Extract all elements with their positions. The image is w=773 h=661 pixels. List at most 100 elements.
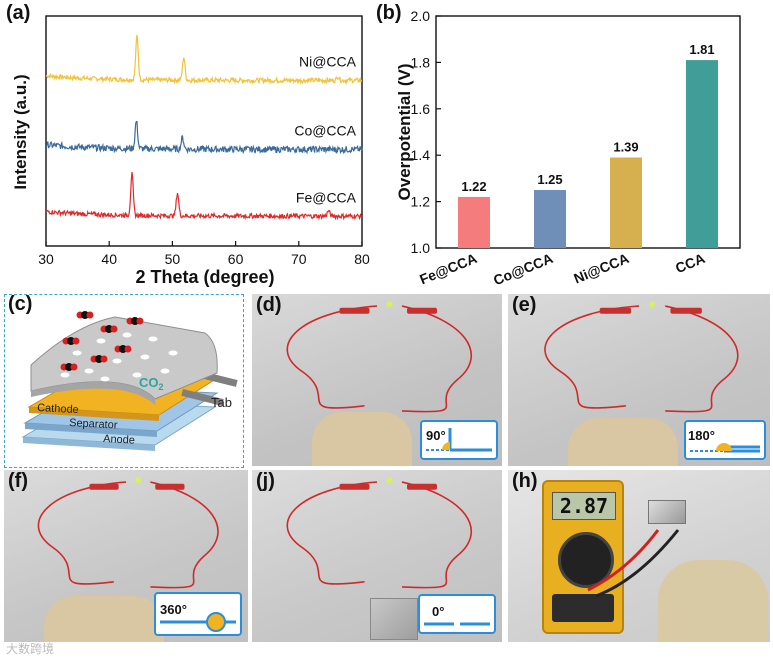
y-tick-label: 1.6 <box>411 101 431 117</box>
panel-label-c: (c) <box>8 293 33 315</box>
category-label: Co@CCA <box>491 250 555 288</box>
led-light <box>386 477 393 484</box>
photo-h: 2.87 (h) <box>508 470 770 642</box>
pore <box>112 358 122 364</box>
alligator-clip <box>89 483 119 490</box>
bend-angle-badge: 90° <box>420 420 498 460</box>
probe-leads <box>587 529 680 598</box>
hand <box>568 418 678 466</box>
x-tick-label: 80 <box>354 251 370 267</box>
xrd-series-co-cca <box>45 120 363 155</box>
separator-label: Separator <box>69 417 118 432</box>
plot-frame <box>435 15 741 249</box>
alligator-clip <box>407 307 437 314</box>
co2-molecule <box>60 363 78 371</box>
xrd-series-fe-cca <box>45 171 363 221</box>
pore <box>148 336 158 342</box>
bend-angle-badge: 0° <box>418 594 496 634</box>
x-tick-label: 50 <box>165 251 181 267</box>
hand <box>312 412 412 466</box>
pore <box>100 376 110 382</box>
pore <box>96 338 106 344</box>
led-light <box>135 477 142 484</box>
alligator-clip <box>670 307 702 314</box>
schematic-panel: CO2 Tab Cathode Separator Anode (c) <box>4 293 244 468</box>
led-circuit-photo <box>37 477 219 589</box>
cathode-label: Cathode <box>37 402 79 416</box>
bend-angle-badge: 180° <box>684 420 766 460</box>
x-tick-label: 70 <box>291 251 307 267</box>
battery-pouch <box>370 598 418 640</box>
xrd-chart: 30 40 50 60 70 80 Ni@CCA Co@CCA Fe@CCA 2 Theta … <box>11 15 370 287</box>
series-label: Ni@CCA <box>299 54 357 70</box>
x-axis-title: 2 Theta (degree) <box>135 267 274 287</box>
y-axis-title: Intensity (a.u.) <box>11 74 30 189</box>
plot-frame <box>45 15 363 247</box>
bar-cca <box>686 60 718 248</box>
y-tick-label: 2.0 <box>411 8 431 24</box>
panel-label-b: (b) <box>376 2 402 24</box>
alligator-clip <box>339 307 370 314</box>
y-axis-title: Overpotential (V) <box>395 64 414 201</box>
pore <box>72 350 82 356</box>
tab-label: Tab <box>211 395 232 410</box>
wire <box>286 481 473 589</box>
pore <box>60 372 70 378</box>
alligator-clip <box>155 483 185 490</box>
alligator-clip <box>407 483 437 490</box>
wire <box>544 305 739 413</box>
wire <box>286 305 473 413</box>
led-light <box>649 301 656 308</box>
co2-molecule <box>100 325 118 333</box>
panel-label-e: (e) <box>512 294 537 316</box>
co2-molecule <box>90 355 108 363</box>
photo-e: (e) 180° <box>508 294 770 466</box>
co2-molecule <box>62 337 80 345</box>
watermark: 大数跨境 <box>6 642 55 656</box>
series-label: Co@CCA <box>294 123 356 139</box>
y-tick-label: 1.8 <box>411 54 431 70</box>
category-label: CCA <box>673 250 707 276</box>
co2-label: CO2 <box>139 375 164 392</box>
anode-label: Anode <box>103 433 135 447</box>
bend-angle-badge: 360° <box>154 592 242 636</box>
series-label: Fe@CCA <box>296 189 357 205</box>
pore <box>160 368 170 374</box>
bar-value-label: 1.25 <box>537 172 562 187</box>
bar-value-label: 1.39 <box>613 140 638 155</box>
multimeter-dial <box>558 532 614 588</box>
co2-molecule <box>76 311 94 319</box>
angle-label: 90° <box>426 428 446 443</box>
photo-d: (d) 90° <box>252 294 502 466</box>
led-circuit-photo <box>286 301 473 413</box>
pore <box>122 332 132 338</box>
led-light <box>386 301 393 308</box>
y-tick-label: 1.0 <box>411 240 431 256</box>
battery-cell <box>648 500 686 524</box>
xrd-series-ni-cca <box>45 34 363 85</box>
voltage-reading: 2.87 <box>559 494 609 518</box>
angle-label: 360° <box>160 602 187 617</box>
x-tick-label: 40 <box>101 251 117 267</box>
angle-label: 180° <box>688 428 715 443</box>
pore <box>84 368 94 374</box>
pore <box>168 350 178 356</box>
panel-label-h: (h) <box>512 470 538 492</box>
x-tick-label: 60 <box>228 251 244 267</box>
led-circuit-photo <box>544 301 739 413</box>
co2-molecule <box>114 345 132 353</box>
panel-label-j: (j) <box>256 470 275 492</box>
pore <box>132 372 142 378</box>
panel-label-d: (d) <box>256 294 282 316</box>
bar-value-label: 1.22 <box>461 179 486 194</box>
alligator-clip <box>599 307 632 314</box>
y-tick-label: 1.2 <box>411 194 431 210</box>
photo-j: (j) 0° <box>252 470 502 642</box>
wire <box>37 481 219 589</box>
alligator-clip <box>339 483 370 490</box>
panel-label-a: (a) <box>6 2 31 24</box>
multimeter-display: 2.87 <box>552 492 616 520</box>
pore <box>140 354 150 360</box>
bar-co-cca <box>534 190 566 248</box>
panel-label-f: (f) <box>8 470 28 492</box>
